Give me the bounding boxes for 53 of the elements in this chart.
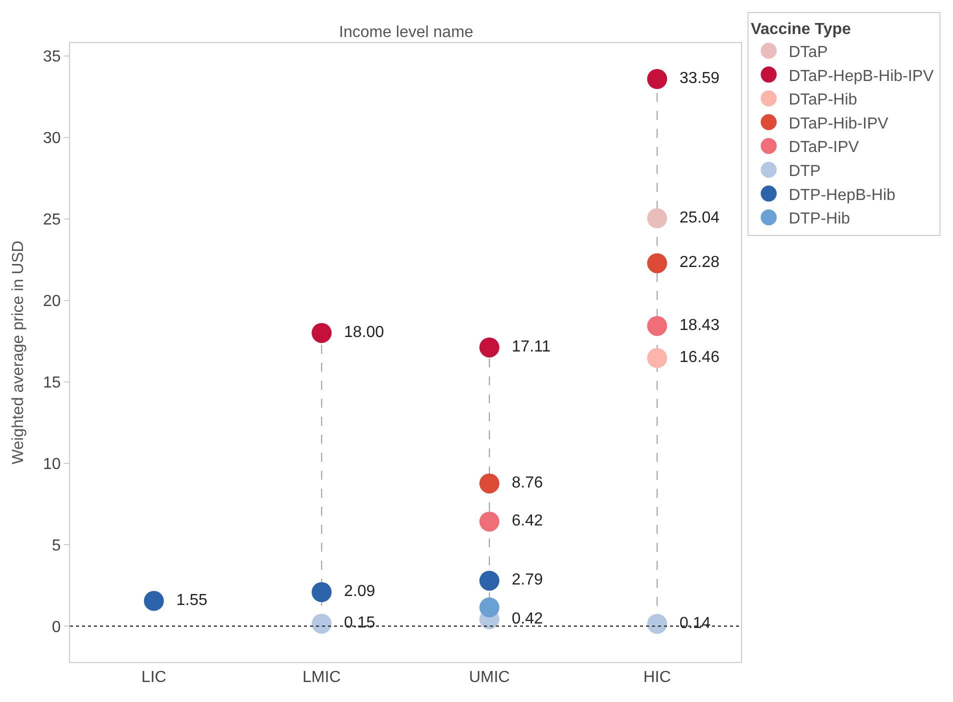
data-label: 2.09	[335, 583, 376, 600]
data-label: 18.00	[335, 324, 384, 341]
data-label: 18.43	[670, 316, 720, 334]
x-tick-label: HIC	[643, 669, 671, 686]
data-label: 2.79	[502, 572, 544, 589]
x-tick-label: LIC	[141, 669, 166, 686]
legend-label: DTP-Hib	[788, 210, 850, 228]
legend-label: DTaP-HepB-Hib-IPV	[788, 68, 934, 85]
data-label: 25.04	[670, 209, 720, 226]
point	[479, 570, 500, 591]
point	[479, 473, 500, 494]
y-tick-label: 15	[43, 374, 61, 392]
data-label: 6.42	[502, 512, 544, 530]
data-label: 8.76	[502, 474, 544, 492]
point	[479, 337, 500, 358]
data-label: 16.46	[670, 349, 720, 366]
point	[647, 69, 668, 89]
y-tick-label: 20	[43, 292, 61, 310]
point	[647, 316, 668, 336]
y-tick-label: 0	[52, 618, 61, 636]
point	[647, 614, 668, 634]
legend-title: Vaccine Type	[750, 20, 852, 38]
point	[647, 208, 668, 228]
legend-label: DTaP-Hib	[788, 92, 858, 109]
legend-label: DTaP-Hib-IPV	[788, 115, 889, 132]
data-label: 33.59	[670, 70, 720, 87]
x-tick-label: UMIC	[468, 669, 510, 686]
y-tick-label: 35	[43, 48, 61, 66]
data-label: 0.14	[670, 614, 711, 632]
x-axis-title: Income level name	[339, 24, 474, 41]
point	[144, 590, 164, 611]
data-label: 22.28	[670, 254, 720, 272]
y-tick-label: 5	[52, 537, 61, 554]
y-axis-title: Weighted average price in USD	[10, 240, 27, 464]
point	[647, 253, 668, 274]
legend-label: DTaP	[788, 44, 828, 61]
legend-label: DTaP-IPV	[788, 139, 860, 156]
point	[312, 322, 332, 343]
point	[479, 597, 500, 618]
y-tick-label: 25	[43, 212, 61, 229]
y-tick-label: 30	[43, 130, 61, 148]
data-label: 0.42	[502, 610, 544, 628]
data-label: 0.15	[335, 614, 376, 632]
data-label: 17.11	[502, 338, 551, 356]
point	[479, 512, 500, 532]
x-tick-label: LMIC	[302, 669, 341, 686]
legend-label: DTP	[788, 162, 821, 180]
y-tick-label: 10	[43, 456, 61, 473]
point	[312, 614, 332, 634]
point	[312, 582, 332, 602]
data-label: 1.55	[167, 592, 208, 609]
legend-label: DTP-HepB-Hib	[788, 186, 896, 204]
point	[647, 348, 668, 368]
